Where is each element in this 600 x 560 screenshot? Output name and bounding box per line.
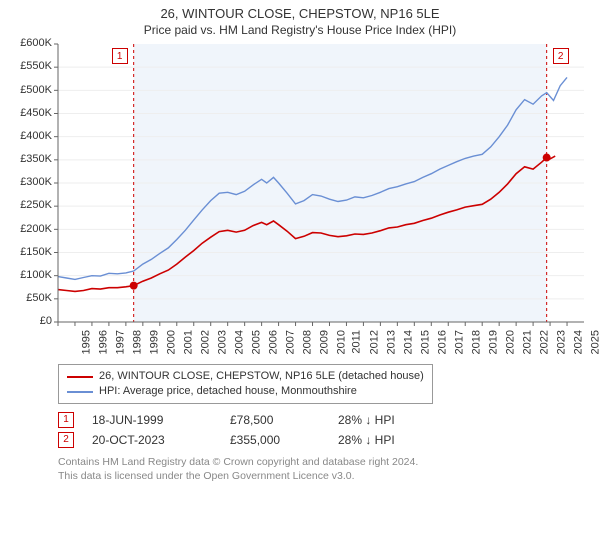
x-tick-label: 1998 xyxy=(131,330,143,354)
x-tick-label: 2009 xyxy=(318,330,330,354)
marker-table: 1 18-JUN-1999 £78,500 28% ↓ HPI 2 20-OCT-2023… xyxy=(58,410,590,450)
title-subtitle: Price paid vs. HM Land Registry's House … xyxy=(10,23,590,38)
x-tick-label: 2003 xyxy=(216,330,228,354)
x-tick-label: 2022 xyxy=(539,330,551,354)
legend-label: HPI: Average price, detached house, Monm… xyxy=(99,384,357,399)
x-tick-label: 2001 xyxy=(182,330,194,354)
x-tick-label: 2018 xyxy=(471,330,483,354)
x-tick-label: 1996 xyxy=(97,330,109,354)
y-tick-label: £0 xyxy=(10,315,52,327)
x-tick-label: 2024 xyxy=(573,330,585,354)
chart: £0 £50K £100K £150K £200K £250K £300K £350K £400… xyxy=(10,38,590,360)
y-tick-label: £300K xyxy=(10,176,52,188)
y-tick-label: £350K xyxy=(10,153,52,165)
y-tick-label: £150K xyxy=(10,246,52,258)
marker-price: £78,500 xyxy=(230,413,320,427)
x-tick-label: 2019 xyxy=(488,330,500,354)
x-tick-label: 1995 xyxy=(80,330,92,354)
legend-swatch xyxy=(67,376,93,378)
y-tick-label: £600K xyxy=(10,37,52,49)
x-tick-label: 2008 xyxy=(301,330,313,354)
legend-label: 26, WINTOUR CLOSE, CHEPSTOW, NP16 5LE (d… xyxy=(99,369,424,384)
x-tick-label: 2016 xyxy=(437,330,449,354)
legend-swatch xyxy=(67,391,93,393)
x-tick-label: 2010 xyxy=(335,330,347,354)
marker-index-box: 1 xyxy=(58,412,74,428)
x-tick-label: 2025 xyxy=(590,330,600,354)
y-tick-label: £400K xyxy=(10,130,52,142)
x-tick-label: 2005 xyxy=(250,330,262,354)
marker-delta: 28% ↓ HPI xyxy=(338,433,395,447)
x-tick-label: 2014 xyxy=(403,330,415,354)
marker-delta: 28% ↓ HPI xyxy=(338,413,395,427)
marker-row: 2 20-OCT-2023 £355,000 28% ↓ HPI xyxy=(58,430,590,450)
x-tick-label: 2000 xyxy=(165,330,177,354)
y-tick-label: £500K xyxy=(10,84,52,96)
footer-line-2: This data is licensed under the Open Gov… xyxy=(58,470,590,484)
x-tick-label: 1999 xyxy=(148,330,160,354)
x-tick-label: 2012 xyxy=(369,330,381,354)
footer-attribution: Contains HM Land Registry data © Crown c… xyxy=(58,456,590,483)
y-tick-label: £100K xyxy=(10,269,52,281)
marker-row: 1 18-JUN-1999 £78,500 28% ↓ HPI xyxy=(58,410,590,430)
x-tick-label: 2013 xyxy=(386,330,398,354)
footer-line-1: Contains HM Land Registry data © Crown c… xyxy=(58,456,590,470)
x-tick-label: 2006 xyxy=(267,330,279,354)
x-tick-label: 2023 xyxy=(556,330,568,354)
x-tick-label: 2020 xyxy=(505,330,517,354)
x-tick-label: 2015 xyxy=(420,330,432,354)
y-tick-label: £50K xyxy=(10,292,52,304)
marker-index-box: 2 xyxy=(58,432,74,448)
marker-date: 18-JUN-1999 xyxy=(92,413,212,427)
x-tick-label: 2007 xyxy=(284,330,296,354)
marker-date: 20-OCT-2023 xyxy=(92,433,212,447)
title-address: 26, WINTOUR CLOSE, CHEPSTOW, NP16 5LE xyxy=(10,6,590,22)
x-tick-label: 2021 xyxy=(522,330,534,354)
legend-item: HPI: Average price, detached house, Monm… xyxy=(67,384,424,399)
y-tick-label: £450K xyxy=(10,107,52,119)
legend: 26, WINTOUR CLOSE, CHEPSTOW, NP16 5LE (d… xyxy=(58,364,433,404)
x-tick-label: 2011 xyxy=(351,330,363,354)
y-tick-label: £200K xyxy=(10,223,52,235)
x-tick-label: 2004 xyxy=(233,330,245,354)
x-tick-label: 2002 xyxy=(199,330,211,354)
x-tick-label: 2017 xyxy=(454,330,466,354)
y-tick-label: £550K xyxy=(10,60,52,72)
marker-price: £355,000 xyxy=(230,433,320,447)
legend-item: 26, WINTOUR CLOSE, CHEPSTOW, NP16 5LE (d… xyxy=(67,369,424,384)
y-tick-label: £250K xyxy=(10,199,52,211)
x-tick-label: 1997 xyxy=(114,330,126,354)
